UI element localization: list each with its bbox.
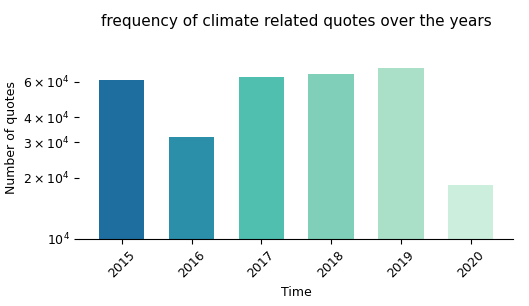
Bar (169, 137, 214, 306)
Bar (448, 185, 494, 306)
Bar (308, 74, 354, 306)
Title: frequency of climate related quotes over the years: frequency of climate related quotes over… (101, 13, 491, 28)
Bar (99, 80, 144, 306)
Bar (239, 77, 284, 306)
Y-axis label: Number of quotes: Number of quotes (5, 81, 18, 194)
X-axis label: Time: Time (281, 285, 312, 299)
Bar (378, 68, 424, 306)
